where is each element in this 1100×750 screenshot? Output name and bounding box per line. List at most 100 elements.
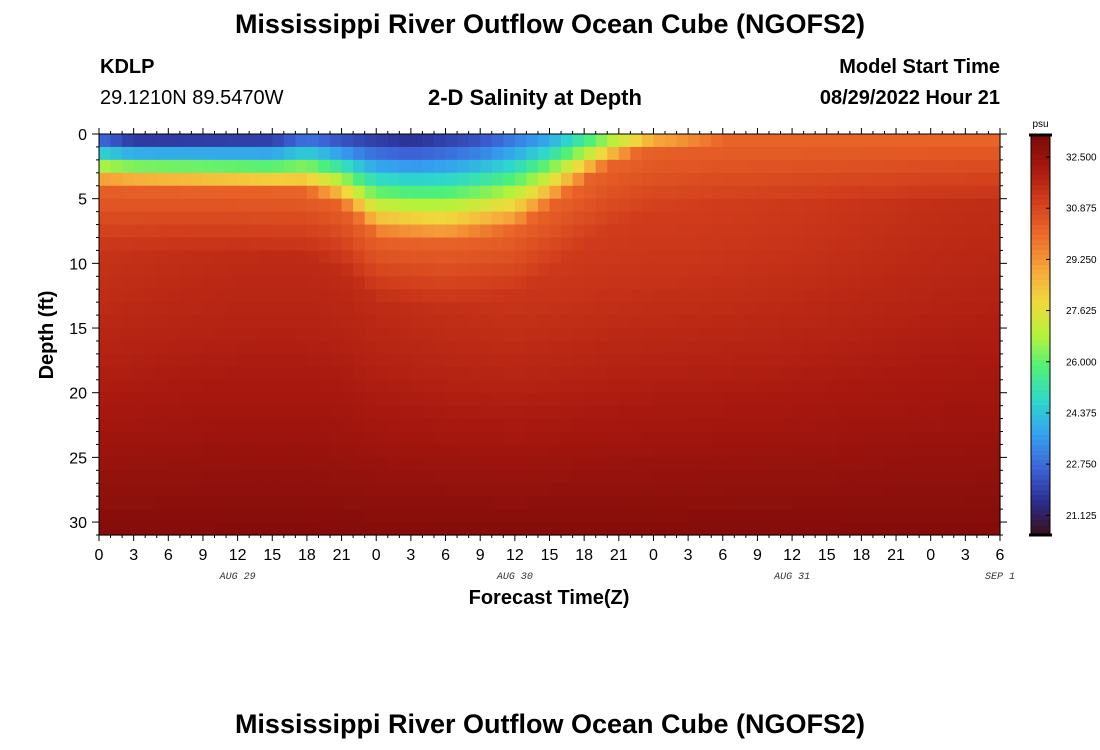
heat-cell <box>896 496 909 510</box>
heat-cell <box>722 340 735 355</box>
heat-cell <box>584 315 597 329</box>
heat-cell <box>376 379 389 394</box>
heat-cell <box>179 366 193 381</box>
heat-cell <box>665 470 678 484</box>
heat-cell <box>757 172 770 187</box>
heat-cell <box>156 405 169 420</box>
heat-cell <box>122 328 135 342</box>
heat-cell <box>272 315 285 329</box>
heat-cell <box>861 328 874 342</box>
heat-cell <box>665 522 678 536</box>
colorbar-segment <box>1031 280 1050 286</box>
heat-cell <box>283 444 296 458</box>
heat-cell <box>780 276 793 290</box>
heat-cell <box>630 457 643 471</box>
heat-cell <box>145 224 158 239</box>
heat-cell <box>445 315 458 329</box>
heat-cell <box>757 522 770 536</box>
heat-cell <box>653 431 666 446</box>
x-tick-label: 9 <box>199 547 208 564</box>
heat-cell <box>306 276 320 290</box>
heat-cell <box>699 418 712 433</box>
heat-cell <box>988 353 1001 368</box>
heat-cell <box>803 328 816 342</box>
heat-cell <box>364 315 377 329</box>
heat-cell <box>838 211 851 226</box>
heat-cell <box>249 172 262 187</box>
colorbar-segment <box>1031 155 1050 161</box>
heat-cell <box>457 392 470 407</box>
heat-cell <box>133 263 146 277</box>
heat-cell <box>468 509 481 523</box>
colorbar-segment <box>1031 275 1050 281</box>
heat-cell <box>514 198 527 213</box>
heat-cell <box>676 379 689 394</box>
heat-cell <box>699 185 712 200</box>
heat-cell <box>872 340 886 355</box>
heat-cell <box>318 405 331 420</box>
heat-cell <box>503 405 516 420</box>
heat-cell <box>468 353 481 368</box>
heat-cell <box>976 185 990 200</box>
heat-cell <box>665 418 678 433</box>
heat-cell <box>884 185 897 200</box>
colorbar-segment <box>1031 405 1050 411</box>
heat-cell <box>826 405 839 420</box>
heat-cell <box>341 134 354 148</box>
heat-cell <box>445 250 458 264</box>
heat-cell <box>191 379 204 394</box>
heat-cell <box>653 509 666 523</box>
heat-cell <box>422 237 435 252</box>
heat-cell <box>618 418 631 433</box>
heat-cell <box>884 224 897 239</box>
heat-cell <box>549 250 562 264</box>
heat-cell <box>976 379 990 394</box>
heat-cell <box>468 366 481 381</box>
heat-cell <box>318 418 331 433</box>
heat-cell <box>618 185 631 200</box>
heat-cell <box>330 159 343 174</box>
y-tick-label: 20 <box>69 386 87 403</box>
heat-cell <box>191 483 204 497</box>
heat-cell <box>653 353 666 368</box>
heat-cell <box>110 159 123 174</box>
heat-cell <box>353 509 366 523</box>
heat-cell <box>896 328 909 342</box>
heat-cell <box>907 366 920 381</box>
heat-cell <box>410 457 424 471</box>
heat-cell <box>145 289 158 303</box>
heat-cell <box>826 185 839 200</box>
heat-cell <box>283 211 296 226</box>
heat-cell <box>815 263 828 277</box>
heat-cell <box>792 328 805 342</box>
heat-cell <box>330 302 343 316</box>
heat-cell <box>433 470 447 484</box>
heat-cell <box>561 457 574 471</box>
heat-cell <box>688 392 701 407</box>
heat-cell <box>745 496 759 510</box>
heat-cell <box>641 250 655 264</box>
heat-cell <box>630 496 643 510</box>
heat-cell <box>965 457 978 471</box>
heat-cell <box>896 172 909 187</box>
heat-cell <box>722 146 735 161</box>
heat-cell <box>838 289 851 303</box>
heat-cell <box>168 509 181 523</box>
heat-cell <box>861 172 874 187</box>
heat-cell <box>468 276 481 290</box>
heat-cell <box>919 522 932 536</box>
heat-cell <box>295 211 308 226</box>
heat-cell <box>572 237 585 252</box>
colorbar-segment <box>1031 255 1050 261</box>
heat-cell <box>815 250 828 264</box>
heat-cell <box>376 289 389 303</box>
heat-cell <box>376 522 389 536</box>
heat-cell <box>734 211 747 226</box>
heat-cell <box>849 496 862 510</box>
heat-cell <box>942 457 955 471</box>
heat-cell <box>526 431 539 446</box>
heat-cell <box>641 392 655 407</box>
heat-cell <box>537 159 551 174</box>
heat-cell <box>260 198 273 213</box>
heat-cell <box>607 146 620 161</box>
